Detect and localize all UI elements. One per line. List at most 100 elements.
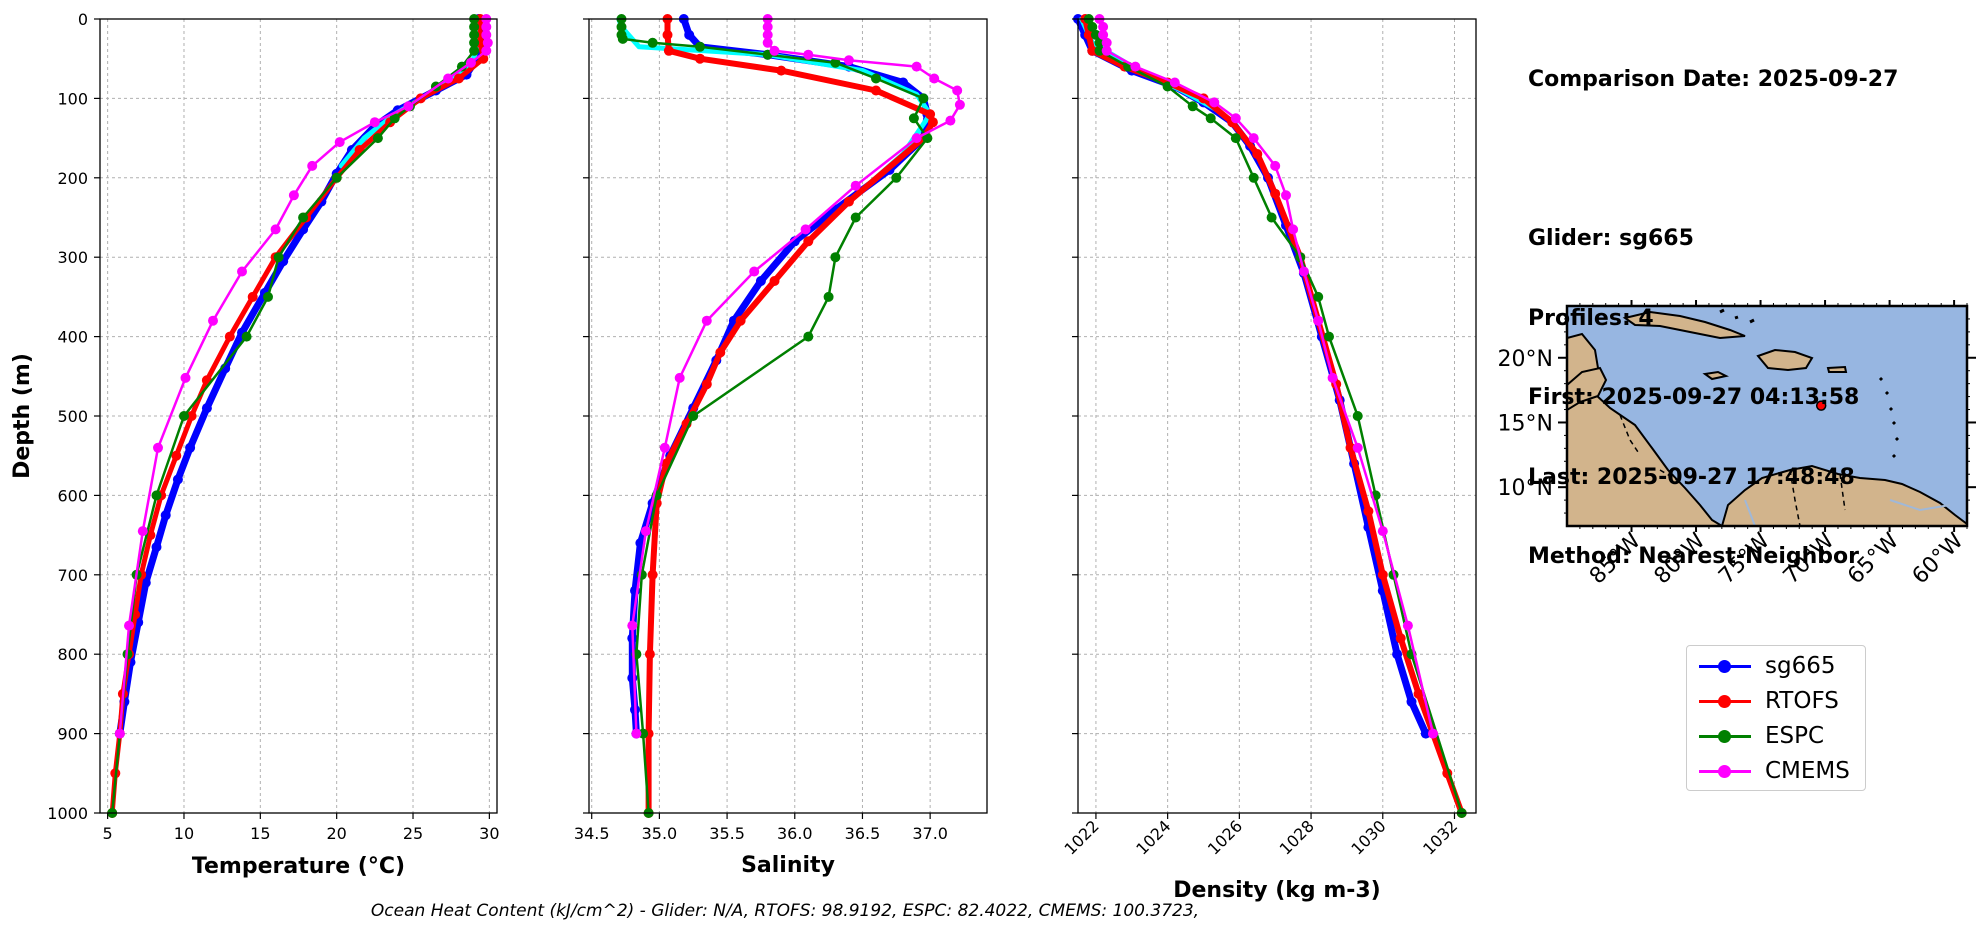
glider-location-marker [1815, 400, 1827, 411]
data-point [443, 73, 454, 84]
data-point [331, 172, 342, 183]
legend-item-espc: ESPC [1695, 721, 1860, 751]
series-line [1082, 16, 1465, 816]
data-point [800, 224, 811, 235]
series-line [1074, 15, 1430, 738]
data-point [482, 37, 493, 48]
x-axis-label: Temperature (°C) [192, 854, 405, 879]
x-axis-label: Salinity [741, 853, 835, 878]
data-point [1248, 172, 1259, 183]
data-point [224, 331, 235, 342]
data-point [830, 57, 841, 68]
data-point [307, 160, 318, 171]
data-point [684, 29, 695, 40]
legend-label: ESPC [1765, 723, 1825, 749]
data-point [1413, 688, 1424, 699]
series-line [118, 17, 490, 735]
data-point [180, 372, 191, 383]
legend-item-sg665: sg665 [1695, 651, 1860, 681]
data-point [114, 728, 125, 739]
data-point [171, 450, 182, 461]
data-point [1083, 29, 1094, 40]
y-tick-label: 1000 [47, 804, 88, 823]
method: Method: Nearest-Neighbor [1528, 544, 1859, 569]
data-point [1205, 113, 1216, 124]
data-point [627, 620, 638, 631]
legend-marker-icon [1718, 660, 1731, 673]
data-point [334, 137, 345, 148]
x-tick-label: 1024 [1132, 816, 1174, 858]
x-tick-label: 10 [174, 824, 194, 843]
data-point [1395, 633, 1406, 644]
x-tick-label: 20 [326, 824, 346, 843]
data-point [124, 620, 134, 631]
profile-plots: 5 10 15 20 25 3001002003004005006007008009001… [10, 10, 1477, 903]
x-tick-label: 5 [103, 824, 113, 843]
data-point [662, 29, 673, 40]
x-tick-label: 25 [403, 824, 423, 843]
y-tick-label: 200 [57, 169, 88, 188]
data-point [481, 29, 492, 40]
data-point [823, 291, 834, 302]
data-point [466, 57, 476, 68]
x-tick-label: 36.5 [845, 824, 881, 843]
data-point [927, 117, 938, 128]
data-point [925, 109, 936, 120]
lat-tick-label: 10°N [1498, 476, 1553, 501]
data-point [929, 73, 940, 84]
data-point [1352, 411, 1363, 421]
ocean-heat-content-footer: Ocean Heat Content (kJ/cm^2) - Glider: N… [370, 901, 1200, 921]
legend-marker-icon [1718, 765, 1731, 778]
data-point [481, 45, 492, 56]
data-point [659, 442, 670, 453]
series-sg665 [114, 14, 487, 739]
legend: sg665 RTOFS ESPC CMEMS [1686, 645, 1866, 791]
data-point [1087, 21, 1098, 32]
last-time: Last: 2025-09-27 17:48:48 [1528, 464, 1855, 490]
x-tick-label: 35.0 [642, 824, 678, 843]
data-point [663, 45, 674, 56]
data-point [674, 372, 685, 383]
data-point [270, 224, 281, 235]
data-point [1327, 372, 1338, 383]
data-point [640, 526, 651, 537]
series-espc [1083, 14, 1467, 818]
data-point [1248, 133, 1259, 144]
data-point [1406, 696, 1417, 707]
data-point [247, 291, 258, 302]
y-tick-label: 700 [57, 566, 88, 585]
lat-tick-label: 20°N [1498, 347, 1553, 372]
y-axis-label: Depth (m) [10, 353, 35, 479]
data-point [369, 117, 380, 128]
legend-marker-icon [1718, 730, 1731, 743]
data-point [922, 133, 933, 144]
x-tick-label: 15 [250, 824, 270, 843]
data-point [1288, 224, 1299, 235]
series-line [116, 15, 486, 738]
data-point [616, 21, 627, 32]
data-point [1130, 61, 1141, 72]
profiles-count: Profiles: 4 [1528, 305, 1654, 331]
x-tick-label: 1028 [1276, 816, 1318, 858]
data-point [891, 172, 902, 183]
data-point [1363, 506, 1374, 517]
data-point [647, 37, 658, 48]
data-point [1252, 149, 1263, 159]
data-point [237, 266, 247, 277]
data-point [762, 29, 773, 40]
data-point [1187, 101, 1198, 112]
series-cmems [114, 14, 493, 739]
data-point [1377, 526, 1388, 537]
data-point [172, 474, 183, 485]
data-point [1098, 21, 1109, 32]
x-tick-label: 34.5 [574, 824, 610, 843]
data-point [456, 61, 467, 72]
data-point [403, 101, 414, 112]
data-point [151, 542, 162, 552]
y-tick-label: 400 [57, 328, 88, 347]
data-point [843, 55, 854, 66]
data-point [647, 569, 658, 580]
x-tick-label: 36.0 [777, 824, 813, 843]
data-point [179, 411, 189, 421]
legend-item-cmems: CMEMS [1695, 756, 1860, 786]
